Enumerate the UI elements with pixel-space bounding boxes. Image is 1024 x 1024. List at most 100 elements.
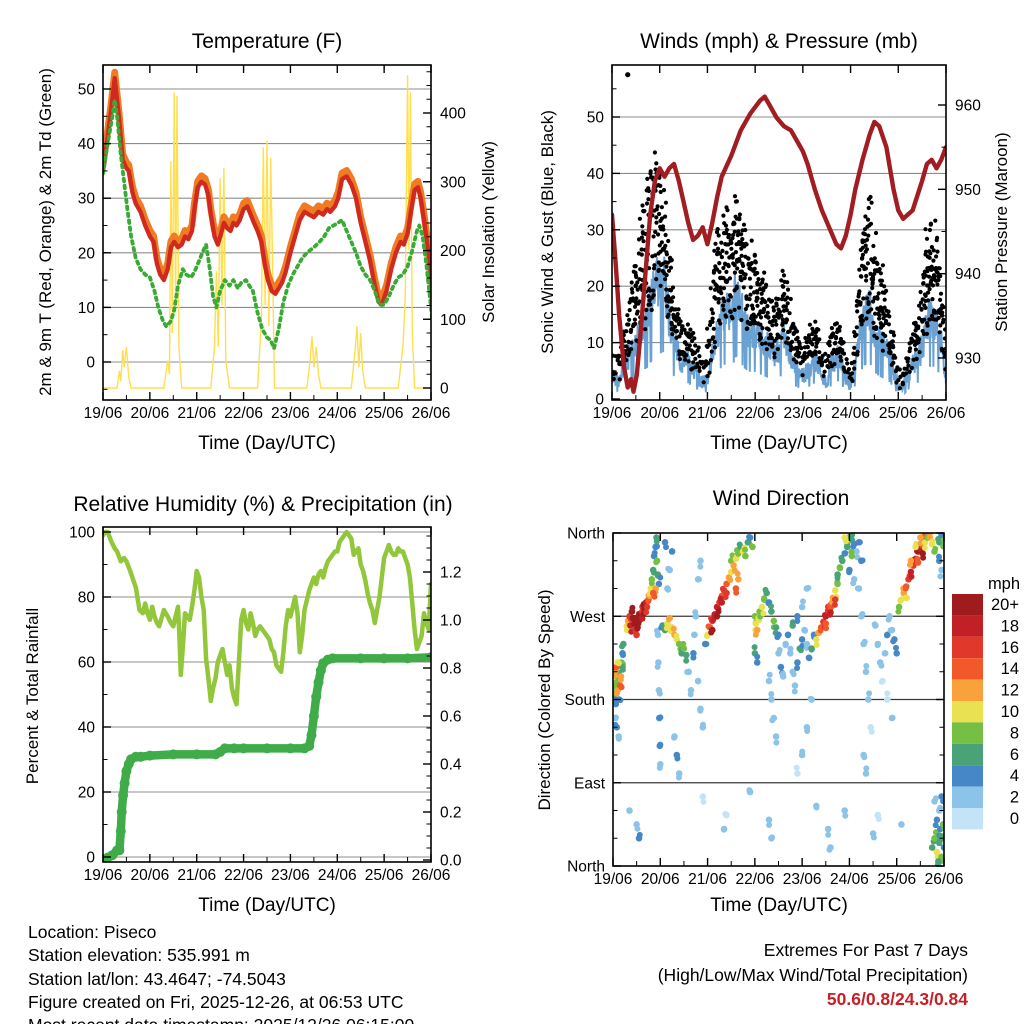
svg-text:20/06: 20/06 xyxy=(130,867,169,884)
wind-direction-y-left-label: Direction (Colored By Speed) xyxy=(535,589,554,811)
svg-text:24/06: 24/06 xyxy=(831,405,870,422)
recent-timestamp: Most recent data timestamp: 2025/12/26 0… xyxy=(28,1014,414,1024)
winds-y-right-label: Station Pressure (Maroon) xyxy=(992,132,1011,332)
svg-text:19/06: 19/06 xyxy=(594,871,633,888)
svg-text:0.6: 0.6 xyxy=(440,709,462,726)
svg-text:8: 8 xyxy=(1010,724,1019,742)
svg-text:West: West xyxy=(570,609,606,626)
svg-text:0.4: 0.4 xyxy=(440,757,462,774)
svg-text:21/06: 21/06 xyxy=(177,867,216,884)
svg-text:300: 300 xyxy=(440,174,466,191)
temperature-y-left-label: 2m & 9m T (Red, Orange) & 2m Td (Green) xyxy=(36,68,55,396)
humidity-panel-title: Relative Humidity (%) & Precipitation (i… xyxy=(73,493,453,516)
svg-text:16: 16 xyxy=(1001,639,1019,657)
svg-text:26/06: 26/06 xyxy=(412,405,451,422)
svg-text:4: 4 xyxy=(1010,767,1019,785)
svg-text:26/06: 26/06 xyxy=(927,405,966,422)
svg-text:0: 0 xyxy=(595,392,604,409)
legend-swatch-4 xyxy=(952,765,983,787)
svg-text:0.0: 0.0 xyxy=(440,853,462,870)
extremes-subtitle: (High/Low/Max Wind/Total Precipitation) xyxy=(657,964,968,985)
svg-text:50: 50 xyxy=(587,110,605,127)
svg-text:23/06: 23/06 xyxy=(783,405,822,422)
svg-text:24/06: 24/06 xyxy=(318,867,357,884)
svg-text:21/06: 21/06 xyxy=(177,405,216,422)
svg-text:2: 2 xyxy=(1010,789,1019,807)
temperature-plot: 19/06 20/06 21/06 22/06 23/06 24/06 25/06 26/06… xyxy=(78,64,466,422)
humidity-precip-plot: 19/06 20/06 21/06 22/06 23/06 24/06 25/06 26/06… xyxy=(69,525,462,885)
winds-y-left-label: Sonic Wind & Gust (Blue, Black) xyxy=(538,110,557,354)
figure-created: Figure created on Fri, 2025-12-26, at 06… xyxy=(28,991,404,1012)
svg-text:mph: mph xyxy=(988,575,1020,593)
svg-text:40: 40 xyxy=(587,166,605,183)
svg-text:North: North xyxy=(567,859,605,876)
svg-text:18: 18 xyxy=(1001,617,1019,635)
svg-text:20/06: 20/06 xyxy=(130,405,169,422)
svg-text:100: 100 xyxy=(440,312,466,329)
svg-text:25/06: 25/06 xyxy=(365,405,404,422)
temperature-x-axis-title: Time (Day/UTC) xyxy=(198,433,336,454)
svg-text:North: North xyxy=(567,526,605,543)
svg-text:6: 6 xyxy=(1010,746,1019,764)
legend-swatch-14 xyxy=(952,658,983,680)
svg-text:19/06: 19/06 xyxy=(84,867,123,884)
legend-swatch-20+ xyxy=(952,594,983,616)
svg-text:400: 400 xyxy=(440,106,466,123)
svg-text:1.0: 1.0 xyxy=(440,613,462,630)
svg-text:19/06: 19/06 xyxy=(84,405,123,422)
wind-direction-x-axis-title: Time (Day/UTC) xyxy=(710,895,848,916)
svg-text:25/06: 25/06 xyxy=(879,405,918,422)
svg-text:23/06: 23/06 xyxy=(271,405,310,422)
svg-text:25/06: 25/06 xyxy=(877,871,916,888)
svg-text:1.2: 1.2 xyxy=(440,565,462,582)
extremes-title: Extremes For Past 7 Days xyxy=(763,940,968,960)
svg-text:22/06: 22/06 xyxy=(736,405,775,422)
station-info-block: Location: Piseco Station elevation: 535.… xyxy=(28,921,414,1024)
legend-swatch-18 xyxy=(952,615,983,637)
svg-text:10: 10 xyxy=(587,335,605,352)
svg-text:100: 100 xyxy=(69,525,95,542)
svg-text:20: 20 xyxy=(78,785,96,802)
svg-text:0.8: 0.8 xyxy=(440,661,462,678)
winds-panel-title: Winds (mph) & Pressure (mb) xyxy=(640,30,918,53)
winds-pressure-plot: 19/06 20/06 21/06 22/06 23/06 24/06 25/06 26/06… xyxy=(587,64,981,422)
svg-text:20+: 20+ xyxy=(991,596,1019,614)
legend-swatch-6 xyxy=(952,743,983,766)
legend-swatch-0 xyxy=(952,808,983,830)
station-latlon: Station lat/lon: 43.4647; -74.5043 xyxy=(28,968,286,989)
svg-text:0.2: 0.2 xyxy=(440,805,462,822)
station-elevation: Station elevation: 535.991 m xyxy=(28,945,250,966)
speed-legend: mph 20+ 18 16 14 12 10 8 6 4 2 0 xyxy=(952,575,1020,830)
svg-text:26/06: 26/06 xyxy=(925,871,964,888)
extremes-block: Extremes For Past 7 Days (High/Low/Max W… xyxy=(658,938,968,1012)
svg-text:0: 0 xyxy=(86,355,95,372)
svg-text:0: 0 xyxy=(1010,810,1019,828)
humidity-y-left-label: Percent & Total Rainfall xyxy=(23,607,42,785)
svg-text:20: 20 xyxy=(587,279,605,296)
svg-text:20: 20 xyxy=(78,245,96,262)
svg-text:30: 30 xyxy=(587,222,605,239)
svg-text:22/06: 22/06 xyxy=(735,871,774,888)
svg-text:0: 0 xyxy=(440,381,449,398)
svg-text:East: East xyxy=(574,775,606,792)
svg-text:50: 50 xyxy=(78,82,96,99)
svg-text:24/06: 24/06 xyxy=(830,871,869,888)
svg-text:24/06: 24/06 xyxy=(318,405,357,422)
svg-text:20/06: 20/06 xyxy=(641,871,680,888)
svg-text:40: 40 xyxy=(78,136,96,153)
legend-swatch-12 xyxy=(952,679,983,701)
svg-text:940: 940 xyxy=(955,266,981,283)
svg-text:60: 60 xyxy=(78,655,96,672)
winds-x-axis-title: Time (Day/UTC) xyxy=(710,433,848,454)
svg-text:25/06: 25/06 xyxy=(365,867,404,884)
svg-text:80: 80 xyxy=(78,590,96,607)
svg-text:21/06: 21/06 xyxy=(688,405,727,422)
svg-text:930: 930 xyxy=(955,351,981,368)
legend-swatch-16 xyxy=(952,636,983,659)
svg-text:21/06: 21/06 xyxy=(688,871,727,888)
svg-text:South: South xyxy=(564,692,605,709)
svg-text:22/06: 22/06 xyxy=(224,405,263,422)
legend-swatch-2 xyxy=(952,786,983,808)
